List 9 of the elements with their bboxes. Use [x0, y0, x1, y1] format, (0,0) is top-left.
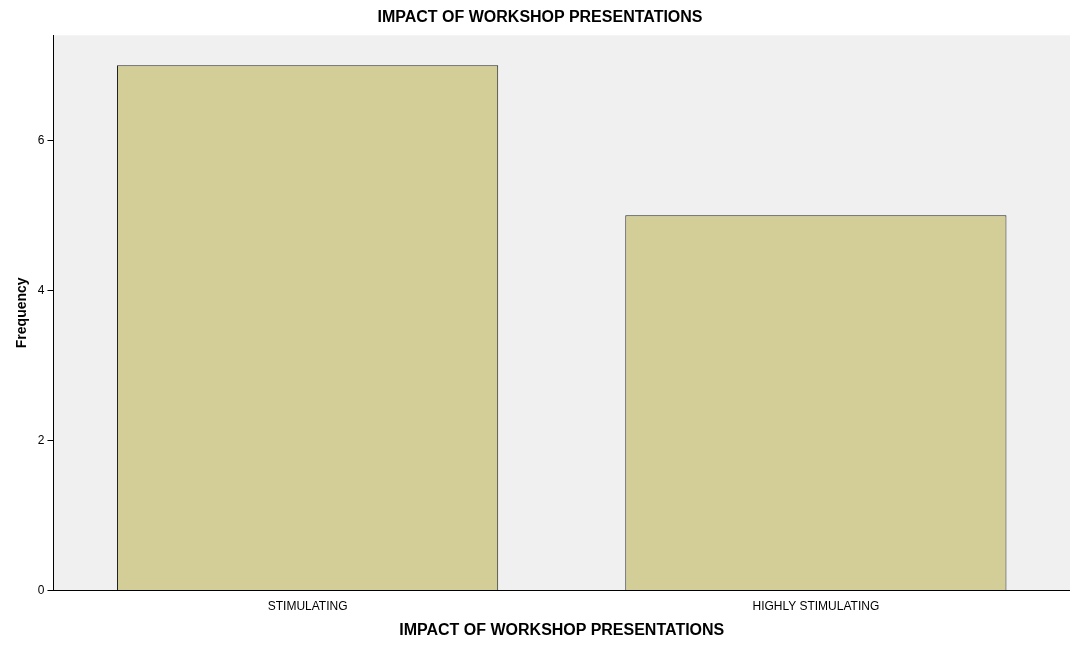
chart-title: IMPACT OF WORKSHOP PRESENTATIONS	[377, 8, 703, 26]
x-tick-label: STIMULATING	[267, 598, 348, 613]
y-tick-label: 6	[37, 132, 45, 147]
y-tick-label: 4	[37, 282, 45, 297]
y-tick-label: 2	[37, 432, 45, 447]
y-axis-title: Frequency	[13, 277, 30, 349]
x-axis-title: IMPACT OF WORKSHOP PRESENTATIONS	[399, 620, 725, 638]
y-tick-label: 0	[37, 582, 45, 597]
x-tick-label: HIGHLY STIMULATING	[752, 598, 880, 613]
